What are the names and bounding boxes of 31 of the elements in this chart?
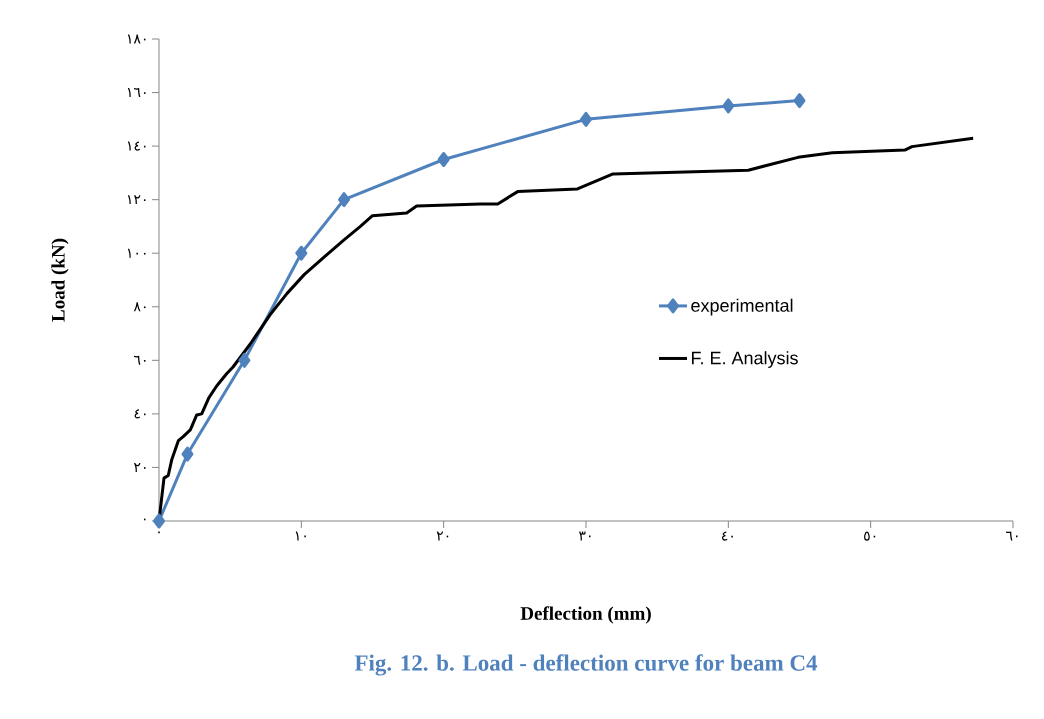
point <box>181 446 194 462</box>
x-tick-label: ١٠ <box>295 531 306 541</box>
legend-label: experimental <box>691 298 793 316</box>
x-tick-label: ٣٠ <box>579 531 591 541</box>
point <box>793 93 806 109</box>
y-tick-label: ٦٠ <box>134 355 146 365</box>
y-tick-label: ١٤٠ <box>127 141 146 151</box>
point <box>238 352 251 368</box>
x-tick-label: ٢٠ <box>436 531 449 541</box>
y-tick-label: ١٠٠ <box>127 248 146 258</box>
x-tick-label: ٤٠ <box>722 531 733 541</box>
y-tick-label: ٢٠ <box>134 462 146 472</box>
point <box>295 245 308 261</box>
x-tick-label: ٠ <box>158 531 160 534</box>
caption: Fig. 12. b. Load - deflection curve for beam C4 <box>354 654 818 676</box>
y-tick-label: ٨٠ <box>133 302 146 312</box>
y-tick-label: ٤٠ <box>134 409 146 419</box>
point <box>580 111 592 127</box>
y-tick-label: ١٨٠ <box>127 34 146 44</box>
y-tick-label: ٠ <box>143 518 146 521</box>
point <box>722 98 735 114</box>
y-tick-label: ١٦٠ <box>127 88 146 97</box>
legend-label: F. E. Analysis <box>692 351 798 368</box>
x-tick-label: ٦٠ <box>1006 531 1018 541</box>
y-tick-label: ١٢٠ <box>127 195 146 205</box>
point <box>437 151 450 167</box>
point <box>338 192 351 208</box>
point <box>153 513 166 529</box>
x-axis-title: Deflection (mm) <box>520 606 651 624</box>
x-tick-label: ٥٠ <box>864 531 876 541</box>
y-axis-title: Load (kN) <box>51 238 69 322</box>
